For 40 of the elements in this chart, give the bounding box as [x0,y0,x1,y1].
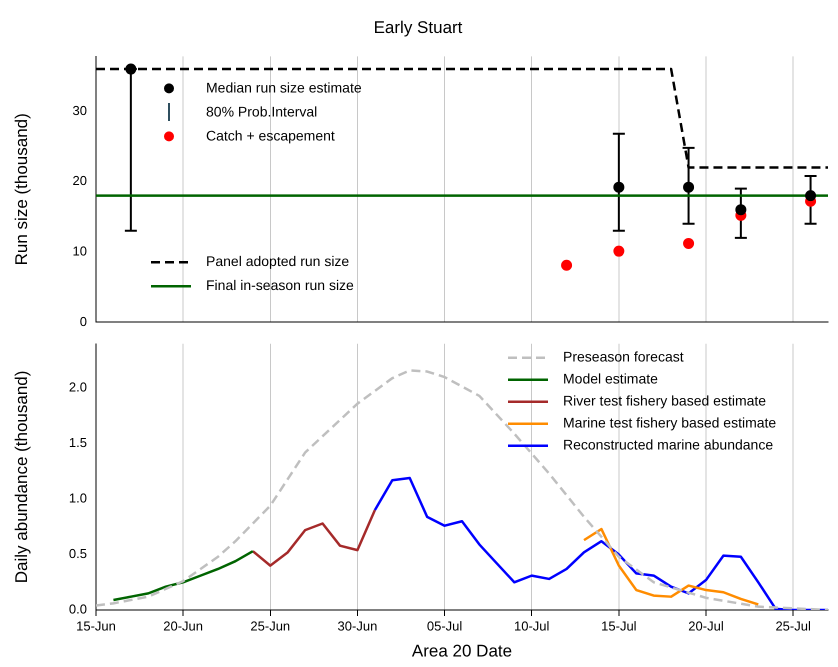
y-axis-title: Run size (thousand) [12,113,31,266]
x-tick-label: 20-Jul [688,618,724,634]
y-tick-label: 0.5 [68,546,87,562]
point [735,204,746,216]
y-axis-title: Daily abundance (thousand) [12,370,31,584]
x-tick-label: 15-Jul [601,618,637,634]
y-tick-label: 30 [72,102,87,118]
y-tick-label: 20 [72,173,87,188]
x-tick-label: 10-Jul [514,618,550,634]
legend-label: Median run size estimate [206,79,362,96]
point [683,238,694,249]
y-tick-label: 10 [72,243,87,258]
x-tick-label: 25-Jun [250,618,290,634]
legend-label: River test fishery based estimate [563,392,766,409]
point [683,182,694,193]
y-tick-label: 0 [80,314,87,329]
legend-label: Model estimate [563,370,658,387]
y-tick-label: 1.5 [68,435,87,450]
legend-label: Final in-season run size [206,277,354,294]
y-tick-label: 2.0 [68,380,87,395]
x-tick-label: 20-Jun [163,618,204,634]
x-tick-label: 30-Jun [338,618,378,634]
x-tick-label: 05-Jul [426,618,462,634]
point [613,246,624,257]
point [561,260,572,271]
x-tick-label: 25-Jul [775,618,811,634]
y-tick-label: 0.0 [68,602,87,617]
x-axis-title: Area 20 Date [412,641,512,660]
point [805,190,816,202]
chart-title: Early Stuart [374,18,463,37]
annotation: 80% Prob.Interval [206,103,318,120]
x-tick-label: 15-Jun [76,618,116,634]
legend-label: Reconstructed marine abundance [563,436,774,453]
point [613,182,624,193]
point [125,64,136,75]
legend-label: Marine test fishery based estimate [563,414,776,431]
legend-label: Catch + escapement [206,127,335,144]
legend-label: Preseason forecast [563,348,684,365]
legend-label: Panel adopted run size [206,253,350,270]
y-tick-label: 1.0 [68,490,87,506]
